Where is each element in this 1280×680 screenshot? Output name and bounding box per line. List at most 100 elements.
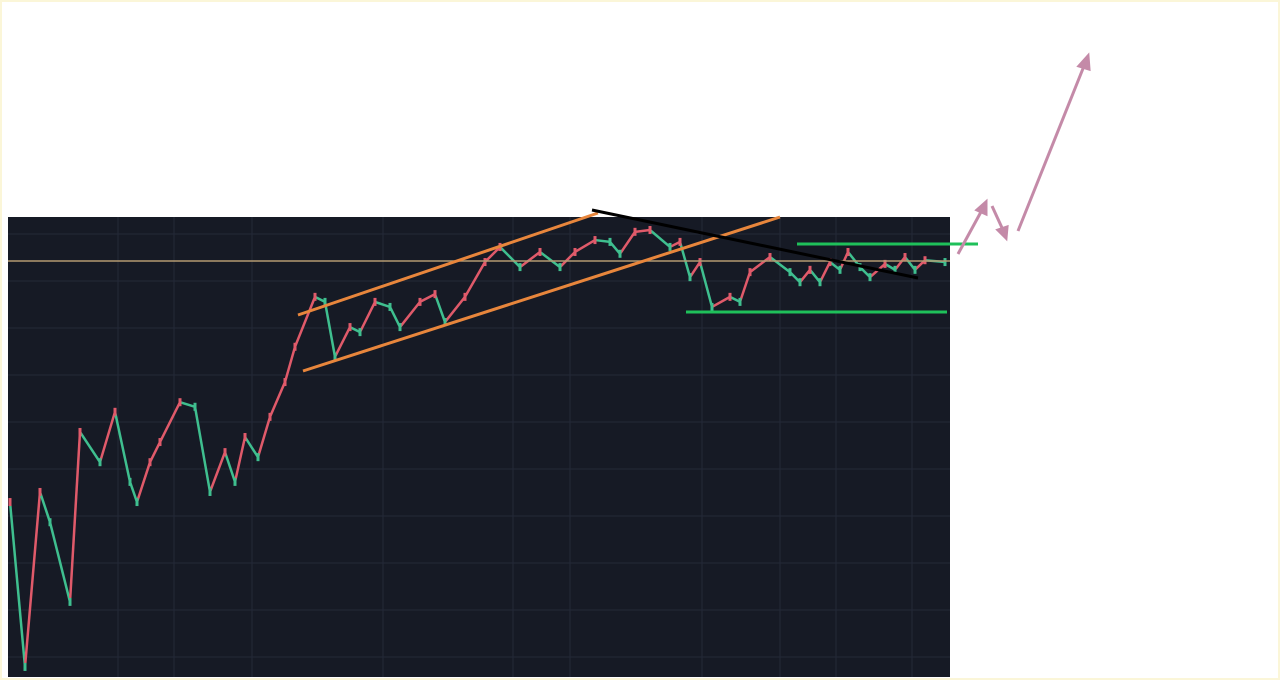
candle bbox=[293, 342, 297, 351]
candle-segment bbox=[433, 293, 447, 323]
candle bbox=[483, 258, 487, 267]
candle bbox=[78, 427, 82, 436]
candle-segment bbox=[48, 521, 72, 603]
candle bbox=[233, 477, 237, 486]
candle-segment bbox=[859, 266, 871, 279]
candle bbox=[846, 247, 850, 256]
candle-segment bbox=[314, 295, 326, 304]
candle-segment bbox=[68, 431, 82, 602]
candle-segment bbox=[559, 251, 576, 268]
candle bbox=[333, 352, 337, 361]
candle-segment bbox=[98, 411, 117, 463]
candle-segment bbox=[749, 256, 771, 274]
candle-segment bbox=[649, 229, 671, 248]
candle bbox=[518, 263, 522, 272]
candle bbox=[148, 458, 152, 467]
candle-segment bbox=[484, 246, 501, 263]
candle bbox=[313, 292, 317, 301]
candle bbox=[903, 253, 907, 262]
price-series bbox=[8, 225, 947, 671]
candle bbox=[698, 258, 702, 267]
candle-segment bbox=[499, 246, 521, 268]
candle bbox=[323, 297, 327, 306]
candle-segment bbox=[634, 228, 651, 234]
candle bbox=[728, 292, 732, 301]
candle bbox=[178, 398, 182, 407]
candle bbox=[256, 453, 260, 462]
candle-segment bbox=[729, 295, 741, 304]
candle-segment bbox=[333, 326, 352, 358]
candle-segment bbox=[179, 401, 196, 408]
candle-segment bbox=[399, 301, 421, 328]
candle-segment bbox=[799, 269, 811, 283]
candle bbox=[608, 237, 612, 246]
candle bbox=[48, 518, 52, 527]
candle bbox=[678, 237, 682, 246]
candle-segment bbox=[904, 256, 916, 271]
candle-segment bbox=[769, 256, 791, 274]
candle bbox=[593, 236, 597, 245]
candle-segment bbox=[223, 451, 237, 483]
candle-segment bbox=[78, 431, 102, 463]
candle bbox=[433, 290, 437, 299]
candle bbox=[463, 292, 467, 301]
candle-segment bbox=[135, 461, 152, 503]
candle bbox=[868, 273, 872, 282]
candle-segment bbox=[374, 300, 391, 309]
candle bbox=[538, 247, 542, 256]
candle bbox=[243, 433, 247, 442]
candle bbox=[768, 253, 772, 262]
candle bbox=[633, 227, 637, 236]
candle bbox=[38, 487, 42, 496]
candle bbox=[223, 448, 227, 457]
candle-segment bbox=[594, 238, 611, 244]
candle-segment bbox=[349, 325, 361, 334]
candle-segment bbox=[818, 261, 832, 283]
grid bbox=[8, 217, 950, 677]
candle-segment bbox=[738, 271, 752, 303]
candle-segment bbox=[358, 301, 377, 333]
candle bbox=[398, 323, 402, 332]
candle-segment bbox=[698, 261, 714, 308]
candle bbox=[443, 318, 447, 327]
candle-segment bbox=[148, 441, 162, 463]
candle-segment bbox=[829, 261, 841, 271]
candle-segment bbox=[193, 406, 212, 493]
candle-segment bbox=[323, 301, 337, 358]
candle-segment bbox=[113, 411, 132, 483]
candle-segment bbox=[38, 491, 52, 523]
candle-segment bbox=[618, 231, 637, 255]
candle bbox=[573, 247, 577, 256]
candle bbox=[373, 297, 377, 306]
candle-segment bbox=[809, 269, 821, 283]
candle-segment bbox=[711, 295, 731, 309]
candle-segment bbox=[158, 401, 182, 443]
candle bbox=[98, 458, 102, 467]
candle-segment bbox=[283, 346, 297, 383]
candle-segment bbox=[884, 262, 896, 271]
candle-segment bbox=[574, 238, 596, 254]
candle-segment bbox=[463, 261, 487, 298]
candle bbox=[738, 297, 742, 306]
candle bbox=[808, 265, 812, 274]
candle bbox=[883, 259, 887, 268]
candle-segment bbox=[688, 261, 702, 278]
channel-upper bbox=[297, 211, 599, 317]
candle bbox=[558, 263, 562, 272]
candle-segment bbox=[243, 436, 260, 458]
candle bbox=[128, 477, 132, 486]
candle bbox=[688, 273, 692, 282]
candle-segment bbox=[444, 296, 466, 323]
candle bbox=[418, 297, 422, 306]
candle bbox=[388, 302, 392, 311]
candle bbox=[348, 323, 352, 332]
candle bbox=[8, 498, 12, 507]
candle-segment bbox=[609, 241, 621, 255]
candle bbox=[818, 278, 822, 287]
candle bbox=[648, 225, 652, 234]
candle-segment bbox=[256, 416, 272, 458]
candle-segment bbox=[789, 271, 801, 284]
channel-lower bbox=[302, 215, 781, 373]
candle bbox=[923, 256, 927, 265]
